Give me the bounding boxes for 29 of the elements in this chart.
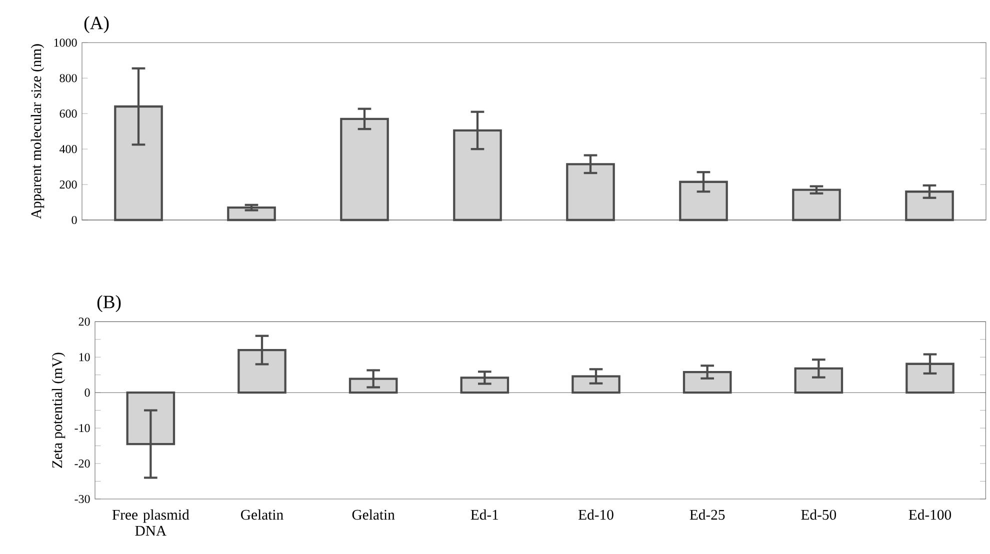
y-tick-label: 800 <box>60 74 77 82</box>
bar <box>905 190 954 222</box>
y-tick-label: 20 <box>78 318 90 326</box>
y-tick-label: 0 <box>72 216 77 224</box>
x-tick-label: Gelatin <box>241 509 284 520</box>
y-tick-label: -20 <box>74 459 90 468</box>
bar <box>682 370 732 394</box>
x-tick-label: Gelatin <box>352 509 395 520</box>
x-tick-label: Ed-25 <box>690 509 725 520</box>
y-tick-label: -10 <box>74 424 90 432</box>
y-tick-label: 200 <box>60 180 77 189</box>
chart-title: (A) <box>84 16 109 34</box>
x-tick-label: Free plasmid DNA <box>112 509 190 536</box>
x-tick-label: Ed-1 <box>470 509 498 520</box>
y-tick-label: 400 <box>60 145 77 154</box>
bar <box>460 376 510 394</box>
y-axis-title: Apparent molecular size (nm) <box>30 44 44 219</box>
y-tick-label: 1000 <box>54 38 77 47</box>
chart-title: (B) <box>97 295 121 312</box>
bar <box>792 188 841 222</box>
bar <box>227 206 276 222</box>
y-tick-label: 600 <box>60 110 77 118</box>
x-tick-label: Ed-100 <box>908 509 952 520</box>
x-tick-label: Ed-50 <box>801 509 836 520</box>
y-tick-label: 0 <box>84 388 90 397</box>
y-tick-label: -30 <box>74 494 90 504</box>
x-tick-label: Ed-10 <box>578 509 614 520</box>
y-tick-label: 10 <box>79 353 90 362</box>
y-axis-title: Zeta potential (mV) <box>52 352 66 468</box>
